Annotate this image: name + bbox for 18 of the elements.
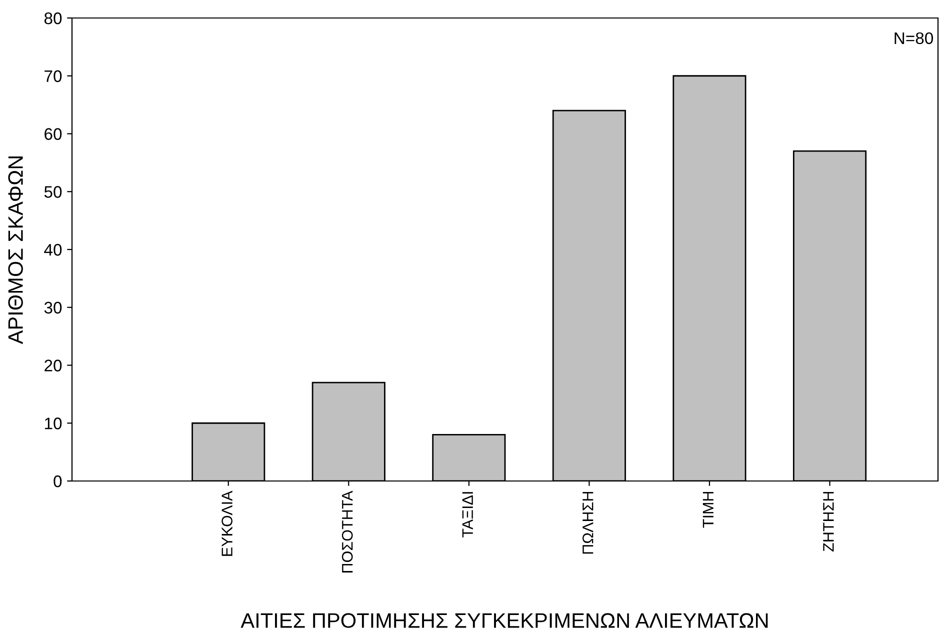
y-tick-label: 50	[44, 186, 62, 198]
x-axis-title: ΑΙΤΙΕΣ ΠΡΟΤΙΜΗΣΗΣ ΣΥΓΚΕΚΡΙΜΕΝΩΝ ΑΛΙΕΥΜΑΤΩΝ	[240, 613, 768, 628]
y-tick-label: 70	[44, 70, 62, 82]
x-tick-label: ΤΙΜΗ	[702, 492, 714, 528]
x-tick-label: ΤΑΞΙΔΙ	[462, 492, 473, 538]
y-tick-label: 30	[44, 302, 62, 314]
y-tick-label: 10	[45, 418, 62, 430]
annotation: N=80	[894, 32, 934, 44]
x-tick-label: ΠΟΣΟΤΗΤΑ	[342, 490, 353, 572]
y-tick-label: 20	[44, 360, 62, 372]
x-tick-label: ΕΥΚΟΛΙΑ	[222, 490, 232, 556]
y-tick-label: 60	[44, 128, 62, 140]
y-axis-title: ΑΡΙΘΜΟΣ ΣΚΑΦΩΝ	[8, 156, 23, 344]
y-tick-label: 40	[44, 244, 62, 256]
x-tick-label: ΖΗΤΗΣΗ	[823, 492, 834, 552]
x-tick-label: ΠΩΛΗΣΗ	[582, 492, 594, 554]
y-tick-label: 80	[44, 12, 62, 24]
y-tick-label: 0	[54, 475, 62, 488]
